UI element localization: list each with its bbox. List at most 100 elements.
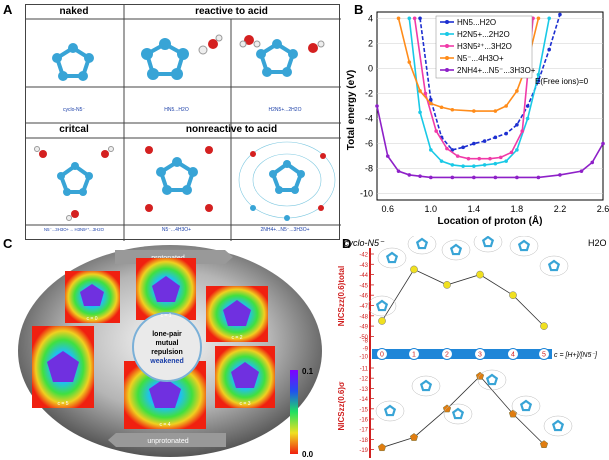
- molecule-n5-3h3o: [34, 146, 114, 221]
- data-point: [504, 131, 508, 136]
- free-ions-note: E(Free ions)=0: [535, 77, 589, 86]
- data-point: [450, 175, 455, 180]
- legend-entry: 2NH4+...N5⁻...3H3O+: [457, 66, 536, 75]
- data-point: [493, 161, 498, 166]
- data-point: [493, 135, 498, 140]
- x-tick-label: 1.0: [425, 204, 438, 214]
- nics-top-tick: -48: [359, 314, 368, 320]
- c-number: 0: [380, 352, 384, 359]
- legend-marker: [445, 32, 449, 36]
- center-circle: [132, 312, 202, 382]
- nics-sigma-point: [508, 409, 518, 418]
- nics-total-point: [378, 317, 386, 325]
- c-marker: [474, 348, 486, 360]
- caption-hn5: HN5...H2O: [164, 107, 189, 113]
- nics-top-tick: -49: [359, 325, 368, 331]
- data-point: [461, 164, 465, 168]
- series-line: [408, 18, 550, 167]
- x-axis-label: Location of proton (Å): [438, 214, 543, 227]
- panel-label-a: A: [3, 2, 13, 17]
- y-axis-label: Total energy (eV): [346, 70, 357, 150]
- elf-map-c1: [136, 258, 196, 320]
- data-point: [439, 159, 444, 163]
- data-point: [472, 109, 476, 113]
- data-point: [498, 155, 503, 160]
- molecule-thumbnail: [411, 375, 441, 397]
- molecule-thumbnail: [375, 400, 405, 422]
- nics-top-tick: -50: [359, 335, 368, 341]
- colorbar: [290, 370, 298, 454]
- nics-mid-tick: -10: [359, 355, 368, 361]
- data-point: [547, 47, 551, 52]
- molecule-thumbnail: [473, 236, 503, 253]
- panel-label-d: D: [342, 236, 352, 251]
- data-point: [434, 129, 438, 133]
- data-point: [429, 175, 433, 180]
- data-point: [525, 116, 530, 121]
- data-point: [504, 104, 508, 108]
- header-nonreactive: nonreactive to acid: [185, 124, 278, 135]
- data-point: [418, 174, 422, 178]
- y-tick-label: -2: [365, 88, 373, 98]
- header-reactive: reactive to acid: [195, 6, 268, 17]
- y-tick-label: -4: [365, 114, 373, 124]
- data-point: [412, 16, 417, 21]
- elf-map-c3: [215, 346, 275, 408]
- data-point: [407, 173, 412, 177]
- series-line: [397, 18, 540, 112]
- molecule-thumbnail: [443, 403, 473, 425]
- data-point: [601, 141, 605, 146]
- energy-chart: 4 2 0 -2 -4 -6 -8 -10 0.6 1.0 1.4 1.8 2.2 2.6 Total …: [344, 11, 609, 248]
- data-point: [472, 175, 476, 180]
- data-point: [536, 175, 541, 180]
- c-number: 1: [412, 352, 416, 359]
- legend-entry: H3N5²⁺...3H2O: [457, 42, 512, 51]
- nics-top-label: NICSzz(0.6)total: [337, 266, 346, 326]
- molecule-h2n5: [239, 35, 325, 77]
- data-point: [482, 139, 487, 143]
- legend-entry: HN5...H2O: [457, 18, 496, 27]
- nics-bot-tick: -11: [360, 367, 369, 373]
- y-tick-label: -10: [360, 189, 373, 199]
- nics-bot-tick: -19: [359, 448, 368, 454]
- data-point: [515, 175, 519, 180]
- panel-a-molecules: [34, 34, 336, 221]
- header-naked: naked: [59, 6, 89, 17]
- data-point: [525, 104, 530, 108]
- nics-bot-tick: -18: [359, 438, 368, 444]
- colorbar-min: 0.0: [302, 450, 314, 459]
- x-tick-label: 2.2: [554, 204, 567, 214]
- data-point: [407, 60, 412, 64]
- legend-entry: H2N5+...2H2O: [457, 30, 510, 39]
- center-line-2: mutual: [156, 340, 179, 347]
- data-point: [466, 156, 471, 161]
- nics-sigma-point: [539, 440, 549, 448]
- panel-label-b: B: [354, 2, 364, 17]
- x-tick-label: 2.6: [597, 204, 609, 214]
- data-point: [558, 12, 562, 17]
- nics-top-tick: -45: [359, 283, 368, 289]
- data-point: [579, 169, 584, 173]
- x-tick-label: 0.6: [382, 204, 395, 214]
- nics-top-tick: -44: [359, 273, 368, 279]
- nics-top-tick: -42: [359, 253, 368, 259]
- nics-top-tick: -43: [359, 263, 368, 269]
- nics-line: [381, 268, 545, 327]
- data-point: [590, 160, 595, 165]
- data-point: [396, 16, 401, 21]
- c-marker: [538, 348, 550, 360]
- legend-entry: N5⁻...4H3O+: [457, 54, 504, 63]
- c-marker: [507, 348, 519, 360]
- nics-bot-tick: -12: [359, 377, 368, 383]
- center-line-4: weakened: [149, 358, 183, 365]
- nics-bot-label: NICSzz(0.6)σ: [337, 381, 346, 431]
- data-point: [429, 148, 433, 152]
- molecule-hn5: [141, 34, 223, 80]
- series-line: [413, 18, 534, 160]
- elf-map-c0: [65, 271, 120, 323]
- data-point: [445, 146, 449, 151]
- c-label-5: c = 5: [58, 401, 69, 407]
- c-label-4: c = 4: [160, 422, 171, 428]
- c-label-3: c = 3: [240, 401, 251, 407]
- y-tick-label: 4: [368, 13, 373, 23]
